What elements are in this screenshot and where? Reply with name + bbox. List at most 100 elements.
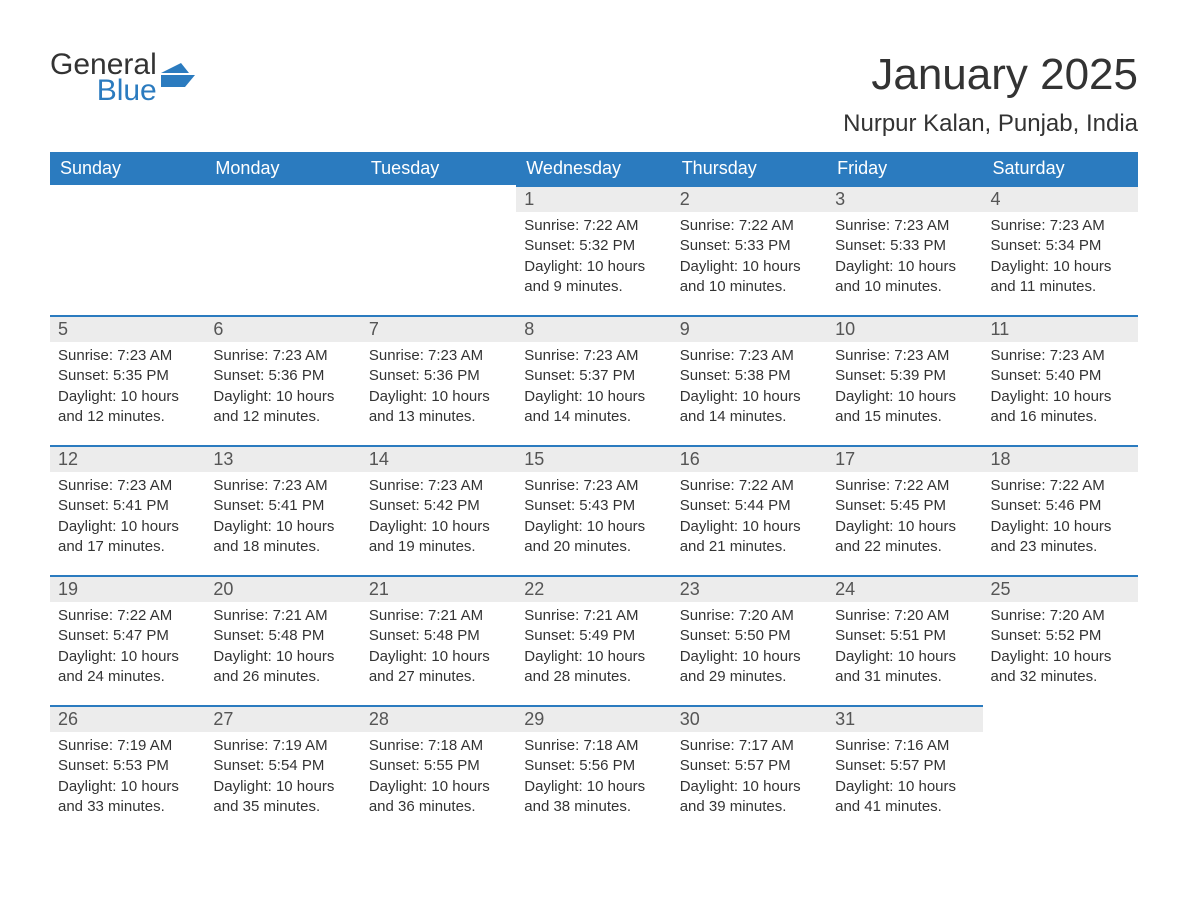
- day-dl1: Daylight: 10 hours: [369, 647, 508, 667]
- day-dl1: Daylight: 10 hours: [835, 777, 974, 797]
- day-sunset: Sunset: 5:36 PM: [369, 366, 508, 386]
- calendar-day-cell: 14Sunrise: 7:23 AMSunset: 5:42 PMDayligh…: [361, 445, 516, 575]
- day-dl2: and 41 minutes.: [835, 797, 974, 817]
- day-number: 22: [516, 575, 671, 602]
- day-dl2: and 39 minutes.: [680, 797, 819, 817]
- day-number: 30: [672, 705, 827, 732]
- day-dl1: Daylight: 10 hours: [524, 257, 663, 277]
- day-dl1: Daylight: 10 hours: [58, 517, 197, 537]
- calendar-day-cell: 29Sunrise: 7:18 AMSunset: 5:56 PMDayligh…: [516, 705, 671, 835]
- day-dl2: and 14 minutes.: [680, 407, 819, 427]
- calendar-day-cell: 26Sunrise: 7:19 AMSunset: 5:53 PMDayligh…: [50, 705, 205, 835]
- day-sunrise: Sunrise: 7:23 AM: [369, 346, 508, 366]
- day-body: Sunrise: 7:17 AMSunset: 5:57 PMDaylight:…: [672, 732, 827, 827]
- day-body: Sunrise: 7:18 AMSunset: 5:56 PMDaylight:…: [516, 732, 671, 827]
- flag-icon: [161, 63, 199, 93]
- day-dl1: Daylight: 10 hours: [680, 387, 819, 407]
- day-sunset: Sunset: 5:46 PM: [991, 496, 1130, 516]
- day-sunset: Sunset: 5:48 PM: [369, 626, 508, 646]
- calendar-day-cell: 31Sunrise: 7:16 AMSunset: 5:57 PMDayligh…: [827, 705, 982, 835]
- calendar-day-cell: 23Sunrise: 7:20 AMSunset: 5:50 PMDayligh…: [672, 575, 827, 705]
- day-dl2: and 19 minutes.: [369, 537, 508, 557]
- day-number: 16: [672, 445, 827, 472]
- day-sunrise: Sunrise: 7:23 AM: [369, 476, 508, 496]
- calendar-day-cell: [983, 705, 1138, 835]
- weekday-header: Tuesday: [361, 152, 516, 185]
- day-body: Sunrise: 7:19 AMSunset: 5:53 PMDaylight:…: [50, 732, 205, 827]
- day-dl2: and 26 minutes.: [213, 667, 352, 687]
- day-sunrise: Sunrise: 7:18 AM: [524, 736, 663, 756]
- calendar-week-row: 19Sunrise: 7:22 AMSunset: 5:47 PMDayligh…: [50, 575, 1138, 705]
- day-number: 1: [516, 185, 671, 212]
- day-sunset: Sunset: 5:35 PM: [58, 366, 197, 386]
- day-body: Sunrise: 7:20 AMSunset: 5:51 PMDaylight:…: [827, 602, 982, 697]
- day-body: Sunrise: 7:23 AMSunset: 5:37 PMDaylight:…: [516, 342, 671, 437]
- day-body: Sunrise: 7:23 AMSunset: 5:43 PMDaylight:…: [516, 472, 671, 567]
- weekday-header: Monday: [205, 152, 360, 185]
- day-dl1: Daylight: 10 hours: [213, 647, 352, 667]
- calendar-day-cell: 30Sunrise: 7:17 AMSunset: 5:57 PMDayligh…: [672, 705, 827, 835]
- day-sunrise: Sunrise: 7:19 AM: [58, 736, 197, 756]
- calendar-day-cell: [361, 185, 516, 315]
- day-sunrise: Sunrise: 7:18 AM: [369, 736, 508, 756]
- day-body: Sunrise: 7:22 AMSunset: 5:45 PMDaylight:…: [827, 472, 982, 567]
- day-sunrise: Sunrise: 7:16 AM: [835, 736, 974, 756]
- day-sunrise: Sunrise: 7:23 AM: [213, 476, 352, 496]
- day-dl1: Daylight: 10 hours: [680, 777, 819, 797]
- day-body: Sunrise: 7:23 AMSunset: 5:35 PMDaylight:…: [50, 342, 205, 437]
- day-sunset: Sunset: 5:53 PM: [58, 756, 197, 776]
- day-sunset: Sunset: 5:37 PM: [524, 366, 663, 386]
- calendar-day-cell: 1Sunrise: 7:22 AMSunset: 5:32 PMDaylight…: [516, 185, 671, 315]
- day-sunset: Sunset: 5:41 PM: [58, 496, 197, 516]
- weekday-header: Wednesday: [516, 152, 671, 185]
- day-dl2: and 24 minutes.: [58, 667, 197, 687]
- day-sunset: Sunset: 5:52 PM: [991, 626, 1130, 646]
- day-dl2: and 23 minutes.: [991, 537, 1130, 557]
- calendar-day-cell: 16Sunrise: 7:22 AMSunset: 5:44 PMDayligh…: [672, 445, 827, 575]
- calendar-day-cell: 27Sunrise: 7:19 AMSunset: 5:54 PMDayligh…: [205, 705, 360, 835]
- calendar-day-cell: 5Sunrise: 7:23 AMSunset: 5:35 PMDaylight…: [50, 315, 205, 445]
- day-number: 20: [205, 575, 360, 602]
- calendar-day-cell: 8Sunrise: 7:23 AMSunset: 5:37 PMDaylight…: [516, 315, 671, 445]
- day-dl1: Daylight: 10 hours: [213, 777, 352, 797]
- day-sunset: Sunset: 5:41 PM: [213, 496, 352, 516]
- day-dl2: and 36 minutes.: [369, 797, 508, 817]
- day-number: 17: [827, 445, 982, 472]
- day-sunset: Sunset: 5:33 PM: [835, 236, 974, 256]
- page-title: January 2025: [871, 50, 1138, 100]
- day-sunrise: Sunrise: 7:20 AM: [680, 606, 819, 626]
- day-body: Sunrise: 7:23 AMSunset: 5:36 PMDaylight:…: [205, 342, 360, 437]
- calendar-day-cell: 25Sunrise: 7:20 AMSunset: 5:52 PMDayligh…: [983, 575, 1138, 705]
- day-body: Sunrise: 7:23 AMSunset: 5:42 PMDaylight:…: [361, 472, 516, 567]
- day-body: Sunrise: 7:23 AMSunset: 5:40 PMDaylight:…: [983, 342, 1138, 437]
- day-number: 6: [205, 315, 360, 342]
- day-sunset: Sunset: 5:33 PM: [680, 236, 819, 256]
- weekday-header: Saturday: [983, 152, 1138, 185]
- day-dl2: and 38 minutes.: [524, 797, 663, 817]
- day-dl2: and 27 minutes.: [369, 667, 508, 687]
- day-dl1: Daylight: 10 hours: [524, 647, 663, 667]
- day-dl2: and 28 minutes.: [524, 667, 663, 687]
- day-sunset: Sunset: 5:42 PM: [369, 496, 508, 516]
- day-sunset: Sunset: 5:47 PM: [58, 626, 197, 646]
- day-number: 28: [361, 705, 516, 732]
- day-number: 9: [672, 315, 827, 342]
- day-dl2: and 10 minutes.: [680, 277, 819, 297]
- day-body: Sunrise: 7:23 AMSunset: 5:41 PMDaylight:…: [50, 472, 205, 567]
- calendar-day-cell: 10Sunrise: 7:23 AMSunset: 5:39 PMDayligh…: [827, 315, 982, 445]
- day-dl2: and 22 minutes.: [835, 537, 974, 557]
- day-sunrise: Sunrise: 7:19 AM: [213, 736, 352, 756]
- day-dl2: and 9 minutes.: [524, 277, 663, 297]
- day-sunrise: Sunrise: 7:20 AM: [991, 606, 1130, 626]
- day-body: Sunrise: 7:20 AMSunset: 5:52 PMDaylight:…: [983, 602, 1138, 697]
- day-dl1: Daylight: 10 hours: [524, 517, 663, 537]
- calendar-day-cell: 9Sunrise: 7:23 AMSunset: 5:38 PMDaylight…: [672, 315, 827, 445]
- day-sunset: Sunset: 5:57 PM: [680, 756, 819, 776]
- day-sunrise: Sunrise: 7:22 AM: [835, 476, 974, 496]
- day-sunrise: Sunrise: 7:21 AM: [369, 606, 508, 626]
- day-dl1: Daylight: 10 hours: [369, 777, 508, 797]
- day-body: Sunrise: 7:23 AMSunset: 5:36 PMDaylight:…: [361, 342, 516, 437]
- day-body: Sunrise: 7:18 AMSunset: 5:55 PMDaylight:…: [361, 732, 516, 827]
- day-dl2: and 18 minutes.: [213, 537, 352, 557]
- day-body: Sunrise: 7:16 AMSunset: 5:57 PMDaylight:…: [827, 732, 982, 827]
